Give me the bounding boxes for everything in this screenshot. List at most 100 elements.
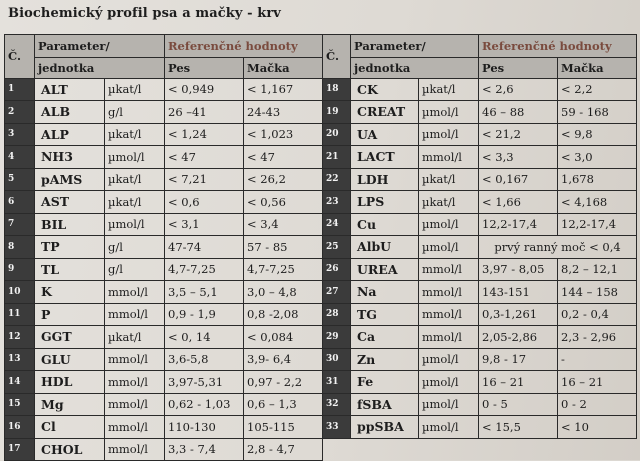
row-number: 21	[322, 145, 351, 169]
page-title: Biochemický profil psa a mačky - krv	[8, 6, 281, 21]
cat-value: -	[557, 347, 637, 371]
row-number: 28	[322, 302, 351, 326]
cat-value: 16 – 21	[557, 370, 637, 394]
parameter-name: AlbU	[350, 235, 419, 259]
table-row: 14 HDL mmol/l 3,97-5,31 0,97 - 2,2	[4, 370, 323, 394]
table-row: 7 BIL µmol/l < 3,1 < 3,4	[4, 212, 323, 236]
parameter-unit: µkat/l	[104, 167, 165, 191]
row-number: 9	[4, 257, 35, 281]
parameter-name: ALB	[34, 100, 105, 124]
dog-value: 3,5 – 5,1	[164, 280, 244, 304]
header-number: Č.	[322, 34, 351, 79]
parameter-name: Cl	[34, 415, 105, 439]
parameter-name: GLU	[34, 347, 105, 371]
parameter-unit: µmol/l	[418, 347, 479, 371]
table-row: 8 TP g/l 47-74 57 - 85	[4, 235, 323, 259]
cat-value: < 3,0	[557, 145, 637, 169]
parameter-name: ALT	[34, 77, 105, 101]
table-row: 9 TL g/l 4,7-7,25 4,7-7,25	[4, 257, 323, 281]
header-number: Č.	[4, 34, 35, 79]
parameter-unit: µkat/l	[418, 77, 479, 101]
parameter-name: pAMS	[34, 167, 105, 191]
parameter-unit: mmol/l	[104, 415, 165, 439]
row-number: 25	[322, 235, 351, 259]
reference-table-left: Č. Parameter/ Referenčné hodnoty jednotk…	[4, 34, 323, 461]
dog-value: 110-130	[164, 415, 244, 439]
parameter-unit: mmol/l	[104, 392, 165, 416]
row-number: 5	[4, 167, 35, 191]
parameter-unit: mmol/l	[104, 347, 165, 371]
header-cat: Mačka	[243, 56, 323, 79]
parameter-unit: mmol/l	[418, 257, 479, 281]
header-reference-values: Referenčné hodnoty	[478, 34, 637, 58]
row-number: 15	[4, 392, 35, 416]
header-parameter: Parameter/	[34, 34, 165, 58]
parameter-unit: g/l	[104, 235, 165, 259]
cat-value: 59 - 168	[557, 100, 637, 124]
parameter-name: P	[34, 302, 105, 326]
dog-value: 46 – 88	[478, 100, 558, 124]
header-unit: jednotka	[34, 56, 165, 79]
table-row: 5 pAMS µkat/l < 7,21 < 26,2	[4, 167, 323, 191]
dog-value: 26 –41	[164, 100, 244, 124]
dog-value: 3,6-5,8	[164, 347, 244, 371]
header-reference-values: Referenčné hodnoty	[164, 34, 323, 58]
parameter-name: Na	[350, 280, 419, 304]
parameter-name: AST	[34, 190, 105, 214]
table-row: 20 UA µmol/l < 21,2 < 9,8	[322, 122, 637, 146]
dog-value: 16 – 21	[478, 370, 558, 394]
reference-note: prvý ranný moč < 0,4	[478, 235, 637, 259]
row-number: 27	[322, 280, 351, 304]
cat-value: < 0,56	[243, 190, 323, 214]
parameter-name: GGT	[34, 325, 105, 349]
parameter-unit: mmol/l	[104, 437, 165, 461]
dog-value: < 3,1	[164, 212, 244, 236]
table-row: 12 GGT µkat/l < 0, 14 < 0,084	[4, 325, 323, 349]
parameter-name: BIL	[34, 212, 105, 236]
cat-value: 12,2-17,4	[557, 212, 637, 236]
table-row: 22 LDH µkat/l < 0,167 1,678	[322, 167, 637, 191]
cat-value: < 9,8	[557, 122, 637, 146]
row-number: 13	[4, 347, 35, 371]
parameter-name: ALP	[34, 122, 105, 146]
cat-value: 0,6 – 1,3	[243, 392, 323, 416]
dog-value: < 0,949	[164, 77, 244, 101]
header-parameter: Parameter/	[350, 34, 479, 58]
row-number: 18	[322, 77, 351, 101]
row-number: 26	[322, 257, 351, 281]
parameter-unit: µmol/l	[418, 415, 479, 439]
table-row: 4 NH3 µmol/l < 47 < 47	[4, 145, 323, 169]
dog-value: 2,05-2,86	[478, 325, 558, 349]
row-number: 32	[322, 392, 351, 416]
cat-value: < 4,168	[557, 190, 637, 214]
row-number: 29	[322, 325, 351, 349]
parameter-unit: µmol/l	[104, 145, 165, 169]
table-row: 18 CK µkat/l < 2,6 < 2,2	[322, 77, 637, 101]
cat-value: 144 – 158	[557, 280, 637, 304]
parameter-name: Fe	[350, 370, 419, 394]
table-row: 24 Cu µmol/l 12,2-17,4 12,2-17,4	[322, 212, 637, 236]
cat-value: 0,2 - 0,4	[557, 302, 637, 326]
row-number: 4	[4, 145, 35, 169]
dog-value: 143-151	[478, 280, 558, 304]
cat-value: < 3,4	[243, 212, 323, 236]
header-dog: Pes	[478, 56, 558, 79]
parameter-name: HDL	[34, 370, 105, 394]
cat-value: < 26,2	[243, 167, 323, 191]
cat-value: 2,8 - 4,7	[243, 437, 323, 461]
dog-value: < 2,6	[478, 77, 558, 101]
dog-value: 0,3-1,261	[478, 302, 558, 326]
dog-value: 9,8 - 17	[478, 347, 558, 371]
table-row: 3 ALP µkat/l < 1,24 < 1,023	[4, 122, 323, 146]
dog-value: < 0,6	[164, 190, 244, 214]
parameter-name: LDH	[350, 167, 419, 191]
table-row: 2 ALB g/l 26 –41 24-43	[4, 100, 323, 124]
header-dog: Pes	[164, 56, 244, 79]
parameter-name: CK	[350, 77, 419, 101]
row-number: 30	[322, 347, 351, 371]
dog-value: 3,3 - 7,4	[164, 437, 244, 461]
parameter-name: CHOL	[34, 437, 105, 461]
parameter-name: ppSBA	[350, 415, 419, 439]
